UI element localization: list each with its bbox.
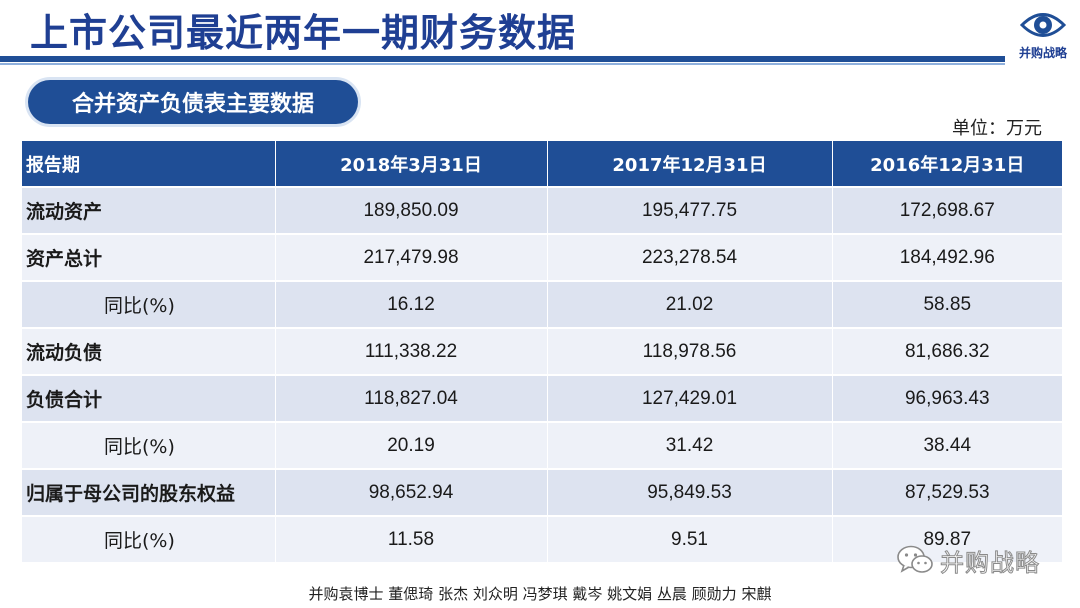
column-header: 2017年12月31日 bbox=[546, 141, 832, 187]
table-cell: 96,963.43 bbox=[831, 374, 1062, 422]
table-cell: 98,652.94 bbox=[274, 468, 547, 516]
table-row: 流动资产 189,850.09 195,477.75 172,698.67 bbox=[22, 186, 1062, 234]
table-cell: 38.44 bbox=[831, 421, 1062, 469]
wechat-icon bbox=[897, 545, 933, 573]
table-row: 归属于母公司的股东权益 98,652.94 95,849.53 87,529.5… bbox=[22, 468, 1062, 516]
table-cell: 118,827.04 bbox=[274, 374, 547, 422]
table-cell: 172,698.67 bbox=[831, 186, 1062, 234]
table-row: 负债合计 118,827.04 127,429.01 96,963.43 bbox=[22, 374, 1062, 422]
table-row: 同比(%) 20.19 31.42 38.44 bbox=[22, 421, 1062, 469]
table-row: 同比(%) 11.58 9.51 89.87 bbox=[22, 515, 1062, 562]
table-cell: 31.42 bbox=[546, 421, 832, 469]
row-label: 流动资产 bbox=[22, 186, 275, 234]
page-title: 上市公司最近两年一期财务数据 bbox=[30, 11, 577, 55]
table-header-row: 报告期 2018年3月31日 2017年12月31日 2016年12月31日 bbox=[22, 141, 1062, 187]
row-label: 归属于母公司的股东权益 bbox=[22, 468, 275, 516]
logo: 并购战略 bbox=[1012, 6, 1074, 64]
table-cell: 95,849.53 bbox=[546, 468, 832, 516]
table-cell: 11.58 bbox=[274, 515, 547, 562]
table-cell: 223,278.54 bbox=[546, 233, 832, 281]
title-divider-accent bbox=[0, 63, 1005, 65]
table-cell: 111,338.22 bbox=[274, 327, 547, 375]
table-cell: 81,686.32 bbox=[831, 327, 1062, 375]
eye-icon bbox=[1020, 13, 1066, 37]
row-label: 同比(%) bbox=[22, 515, 275, 562]
unit-label: 单位：万元 bbox=[952, 118, 1042, 139]
table-row: 资产总计 217,479.98 223,278.54 184,492.96 bbox=[22, 233, 1062, 281]
column-header: 报告期 bbox=[22, 141, 275, 187]
row-label: 资产总计 bbox=[22, 233, 275, 281]
row-label: 同比(%) bbox=[22, 280, 275, 328]
table-cell: 127,429.01 bbox=[546, 374, 832, 422]
table-cell: 217,479.98 bbox=[274, 233, 547, 281]
watermark: 并购战略 bbox=[896, 540, 1040, 580]
watermark-text: 并购战略 bbox=[940, 548, 1040, 577]
row-label: 负债合计 bbox=[22, 374, 275, 422]
table-cell: 184,492.96 bbox=[831, 233, 1062, 281]
table-cell: 16.12 bbox=[274, 280, 547, 328]
table-cell: 118,978.56 bbox=[546, 327, 832, 375]
table-cell: 21.02 bbox=[546, 280, 832, 328]
logo-text: 并购战略 bbox=[1018, 46, 1067, 60]
table-cell: 195,477.75 bbox=[546, 186, 832, 234]
row-label: 同比(%) bbox=[22, 421, 275, 469]
section-title: 合并资产负债表主要数据 bbox=[28, 80, 358, 124]
table-cell: 58.85 bbox=[831, 280, 1062, 328]
credits: 并购袁博士 董偲琦 张杰 刘众明 冯梦琪 戴岑 姚文娟 丛晨 顾勋力 宋麒 bbox=[308, 585, 772, 603]
table-cell: 20.19 bbox=[274, 421, 547, 469]
title-divider bbox=[0, 56, 1005, 62]
table-row: 流动负债 111,338.22 118,978.56 81,686.32 bbox=[22, 327, 1062, 375]
table-row: 同比(%) 16.12 21.02 58.85 bbox=[22, 280, 1062, 328]
table-cell: 9.51 bbox=[546, 515, 832, 562]
table-cell: 87,529.53 bbox=[831, 468, 1062, 516]
row-label: 流动负债 bbox=[22, 327, 275, 375]
table-cell: 89.87 bbox=[831, 515, 1062, 562]
column-header: 2018年3月31日 bbox=[274, 141, 547, 187]
balance-sheet-table: 报告期 2018年3月31日 2017年12月31日 2016年12月31日 流… bbox=[22, 141, 1062, 562]
table-cell: 189,850.09 bbox=[274, 186, 547, 234]
column-header: 2016年12月31日 bbox=[831, 141, 1062, 187]
